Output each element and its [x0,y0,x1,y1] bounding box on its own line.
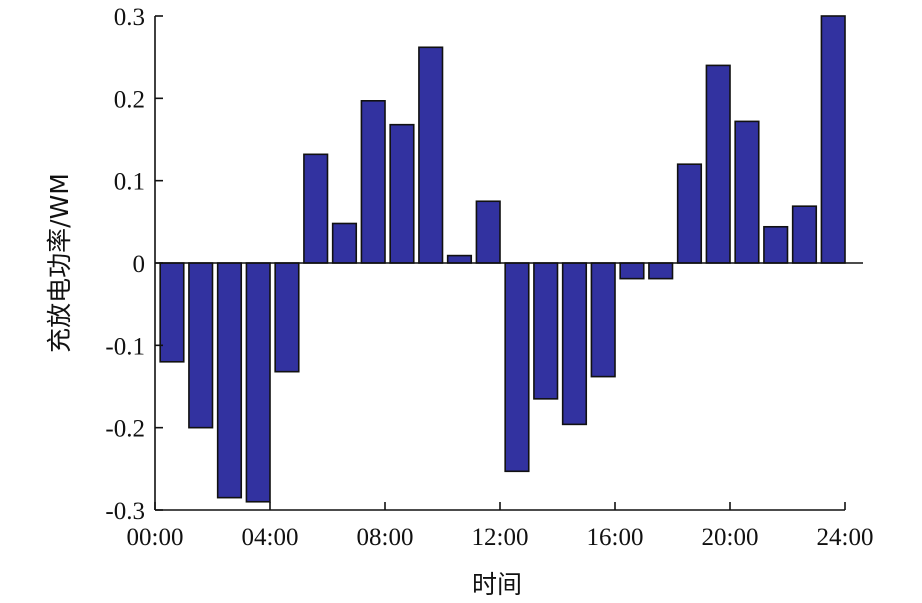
bar-23 [791,205,818,264]
y-ticks-group: 0.3 0.2 0.1 0 -0.1 -0.2 -0.3 [105,4,163,525]
y-tick-label: 0 [133,251,146,278]
x-tick-label: 04:00 [242,524,299,551]
bar-12 [475,200,501,264]
bar-5 [274,262,300,373]
bar-22 [763,225,789,264]
x-tick-label: 00:00 [127,524,184,551]
x-ticks-group: 00:00 04:00 08:00 12:00 16:00 20:00 24:00 [127,502,874,551]
y-tick-label: -0.3 [105,498,145,525]
y-tick-label: -0.1 [105,333,145,360]
bar-13 [504,262,530,473]
bar-1 [159,262,185,363]
bar-20 [705,64,731,264]
y-tick-label: 0.2 [114,86,145,113]
bar-7 [331,222,358,264]
bars-group [159,15,846,503]
bar-8 [360,100,386,264]
y-tick-label: -0.2 [105,416,145,443]
y-axis-title: 充放电功率/WM [45,173,74,353]
bar-24 [820,15,846,264]
bar-3 [216,262,243,499]
bar-18 [648,262,674,280]
x-axis-title: 时间 [472,570,522,599]
bar-4 [245,262,271,503]
x-tick-label: 08:00 [357,524,414,551]
x-tick-label: 20:00 [702,524,759,551]
bar-10 [418,46,444,264]
bar-14 [533,262,559,400]
bar-11 [446,254,473,264]
x-tick-label: 16:00 [587,524,644,551]
bar-19 [676,163,703,264]
bar-9 [389,123,415,264]
bar-21 [734,120,760,264]
x-tick-label: 12:00 [472,524,529,551]
y-tick-label: 0.1 [114,169,145,196]
y-tick-label: 0.3 [114,4,145,31]
bar-17 [619,262,645,280]
x-tick-label: 24:00 [817,524,874,551]
bar-6 [303,153,329,264]
bar-2 [188,262,214,429]
bar-15 [561,262,588,426]
bar-16 [590,262,616,378]
